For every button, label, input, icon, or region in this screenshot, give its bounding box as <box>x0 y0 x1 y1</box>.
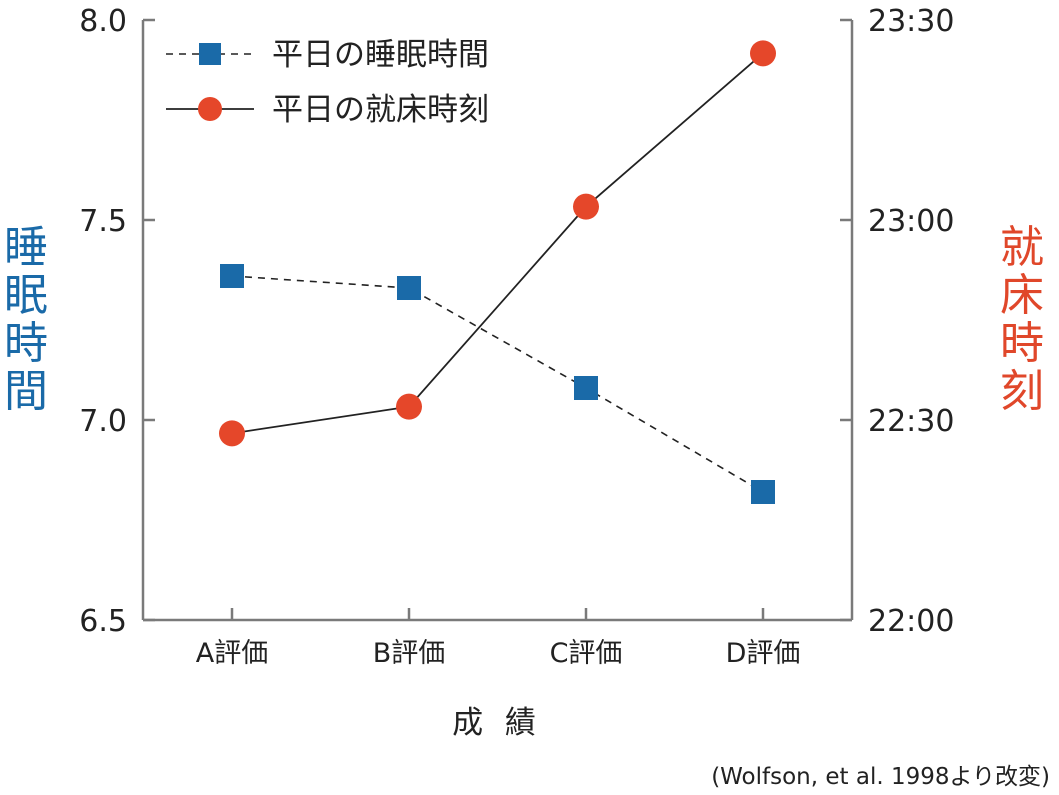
left-tick-label: 7.0 <box>79 404 127 439</box>
x-axis-label: 成 績 <box>452 705 542 741</box>
right-axis-ticks: 22:00 22:30 23:00 23:30 <box>840 4 954 639</box>
bedtime-point <box>396 393 422 420</box>
x-tick-label: A評価 <box>196 638 268 669</box>
x-tick-label: D評価 <box>726 638 801 669</box>
series-line-sleep-duration <box>231 275 764 493</box>
bedtime-point <box>573 193 599 220</box>
sleep-duration-point <box>220 264 244 288</box>
x-tick-label: B評価 <box>373 638 446 669</box>
legend-label-sleep: 平日の睡眠時間 <box>272 37 489 73</box>
y-axis-label-left: 睡眠時間 <box>4 222 48 417</box>
sleep-duration-point <box>751 480 775 504</box>
series-layer <box>219 40 776 504</box>
bedtime-point <box>219 420 245 447</box>
x-axis-ticks: A評価 B評価 C評価 D評価 <box>196 608 801 669</box>
axes <box>141 20 854 622</box>
sleep-duration-point <box>397 276 421 300</box>
legend-square-marker <box>199 43 221 65</box>
right-tick-label: 23:30 <box>868 4 954 39</box>
sleep-duration-point <box>574 376 598 400</box>
left-tick-label: 8.0 <box>79 4 127 39</box>
left-tick-label: 6.5 <box>79 604 127 639</box>
left-tick-label: 7.5 <box>79 204 127 239</box>
legend-label-bedtime: 平日の就床時刻 <box>272 92 489 128</box>
right-tick-label: 22:00 <box>868 604 954 639</box>
right-tick-label: 23:00 <box>868 204 954 239</box>
bedtime-point <box>750 40 776 67</box>
left-axis-ticks: 6.5 7.0 7.5 8.0 <box>79 4 155 639</box>
right-tick-label: 22:30 <box>868 404 954 439</box>
legend-circle-marker <box>198 97 222 121</box>
series-line-bedtime <box>231 52 764 435</box>
x-tick-label: C評価 <box>550 638 623 669</box>
y-axis-label-right: 就床時刻 <box>1000 222 1044 417</box>
source-note: (Wolfson, et al. 1998より改変) <box>711 764 1050 790</box>
legend: 平日の睡眠時間 平日の就床時刻 <box>166 37 489 128</box>
